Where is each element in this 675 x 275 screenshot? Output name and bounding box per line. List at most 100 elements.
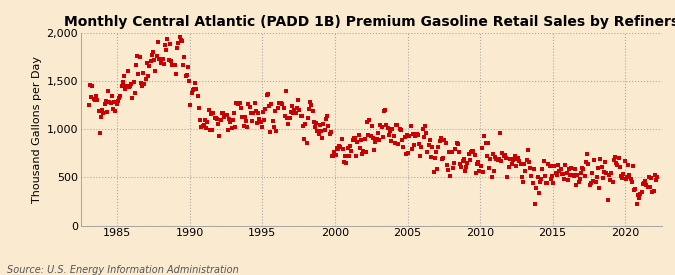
Point (468, 149, 479, 153)
Point (618, 171, 629, 176)
Point (223, 128, 234, 132)
Point (500, 153, 510, 157)
Point (606, 171, 617, 175)
Point (533, 191, 544, 196)
Point (571, 183, 582, 187)
Point (473, 160, 484, 164)
Point (111, 101, 122, 106)
Point (619, 159, 630, 164)
Point (261, 93, 272, 98)
Point (156, 61, 167, 65)
Point (462, 161, 472, 165)
Point (374, 137, 385, 142)
Point (568, 174, 579, 178)
Point (520, 169, 531, 173)
Point (231, 101, 242, 105)
Point (296, 113, 307, 118)
Point (514, 159, 524, 164)
Point (307, 109, 318, 113)
Point (90, 94, 101, 98)
Point (325, 130, 336, 134)
Point (565, 173, 576, 177)
Point (263, 91, 273, 96)
Point (484, 166, 495, 170)
Point (348, 136, 359, 140)
Point (640, 179, 651, 183)
Point (350, 136, 360, 140)
Point (515, 162, 526, 166)
Point (508, 158, 519, 162)
Point (601, 170, 612, 175)
Point (226, 126, 237, 130)
Point (379, 109, 389, 113)
Point (469, 153, 480, 157)
Point (197, 124, 208, 128)
Point (610, 155, 620, 160)
Point (196, 125, 207, 130)
Point (614, 165, 625, 169)
Point (200, 126, 211, 130)
Point (519, 162, 530, 166)
Point (178, 62, 188, 67)
Point (649, 172, 660, 177)
Point (140, 77, 151, 82)
Point (225, 120, 236, 124)
Point (273, 100, 284, 105)
Point (373, 130, 383, 135)
Point (467, 149, 478, 153)
Point (607, 180, 618, 184)
Point (327, 154, 338, 159)
Point (305, 100, 316, 104)
Point (402, 133, 412, 137)
Point (345, 144, 356, 148)
Point (371, 137, 382, 142)
Point (171, 46, 182, 50)
Point (460, 169, 470, 173)
Point (624, 172, 635, 177)
Point (252, 121, 263, 125)
Point (98, 110, 109, 115)
Point (110, 109, 121, 113)
Point (278, 106, 289, 111)
Point (547, 173, 558, 178)
Point (602, 198, 613, 202)
Point (493, 157, 504, 162)
Point (214, 134, 225, 138)
Point (369, 147, 379, 152)
Point (549, 164, 560, 168)
Point (530, 202, 541, 206)
Point (472, 162, 483, 167)
Point (116, 84, 127, 88)
Point (616, 174, 626, 178)
Point (117, 80, 128, 85)
Point (272, 105, 283, 110)
Point (207, 128, 217, 132)
Point (276, 100, 287, 105)
Point (122, 68, 133, 73)
Point (335, 145, 346, 149)
Point (582, 152, 593, 156)
Point (218, 111, 229, 116)
Point (351, 154, 362, 159)
Point (258, 110, 269, 114)
Point (138, 71, 148, 75)
Point (211, 116, 221, 120)
Point (186, 90, 197, 95)
Point (652, 175, 663, 180)
Point (620, 176, 631, 181)
Point (126, 82, 136, 86)
Y-axis label: Thousand Gallons per Day: Thousand Gallons per Day (32, 56, 43, 203)
Point (397, 138, 408, 142)
Point (298, 124, 308, 128)
Point (420, 124, 431, 129)
Point (555, 167, 566, 171)
Point (490, 155, 501, 159)
Point (232, 102, 243, 106)
Point (444, 150, 455, 155)
Point (439, 138, 450, 142)
Point (316, 129, 327, 133)
Point (235, 101, 246, 106)
Point (96, 115, 107, 119)
Point (403, 151, 414, 155)
Point (190, 81, 200, 85)
